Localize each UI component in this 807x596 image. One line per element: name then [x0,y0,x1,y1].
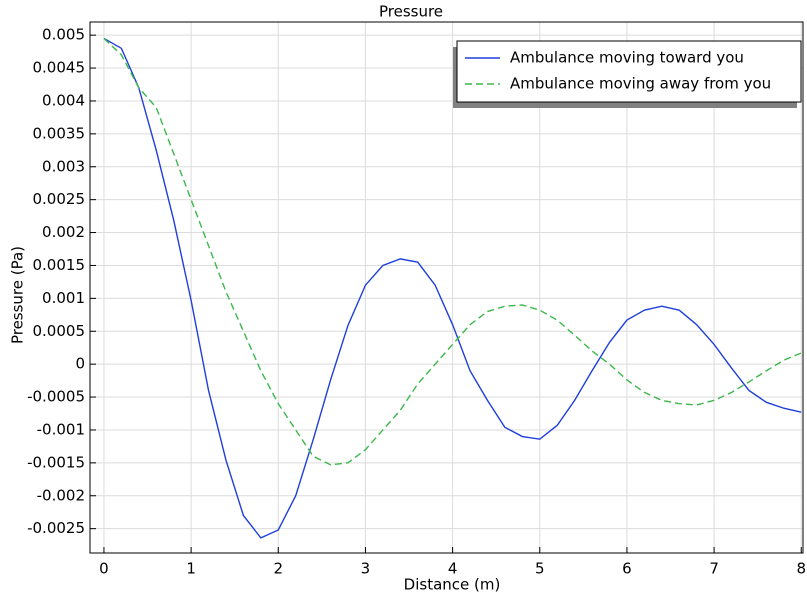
y-tick-label: -0.0025 [27,519,85,537]
y-tick-label: -0.001 [37,420,85,438]
legend-label: Ambulance moving toward you [510,49,744,67]
data-line [103,37,802,466]
x-tick-label: 7 [709,560,719,578]
y-tick-label: 0.004 [42,91,85,109]
legend-box [456,40,802,103]
plot-frame [89,21,804,554]
data-line [103,37,802,539]
y-tick-label: 0.0005 [33,322,86,340]
x-axis-label: Distance (m) [404,576,501,594]
x-tick-label: 8 [796,560,806,578]
x-tick-label: 4 [448,560,458,578]
x-tick-label: 0 [99,560,109,578]
x-tick-label: 6 [622,560,632,578]
y-tick-label: -0.002 [37,486,85,504]
x-tick-label: 1 [186,560,196,578]
x-tick-label: 3 [361,560,371,578]
legend-label: Ambulance moving away from you [510,75,771,93]
y-tick-label: 0 [75,355,85,373]
x-tick-label: 2 [274,560,284,578]
y-tick-label: 0.0035 [33,124,86,142]
y-tick-label: 0.005 [42,26,85,44]
chart-title: Pressure [379,3,443,21]
y-tick-label: 0.001 [42,289,85,307]
y-tick-label: 0.003 [42,157,85,175]
y-tick-label: 0.002 [42,223,85,241]
x-tick-label: 5 [535,560,545,578]
y-tick-label: -0.0015 [27,453,85,471]
y-tick-label: 0.0045 [33,59,86,77]
y-tick-label: 0.0025 [33,190,86,208]
y-tick-label: 0.0015 [33,256,86,274]
y-axis-label: Pressure (Pa) [9,246,27,344]
y-tick-label: -0.0005 [27,388,85,406]
